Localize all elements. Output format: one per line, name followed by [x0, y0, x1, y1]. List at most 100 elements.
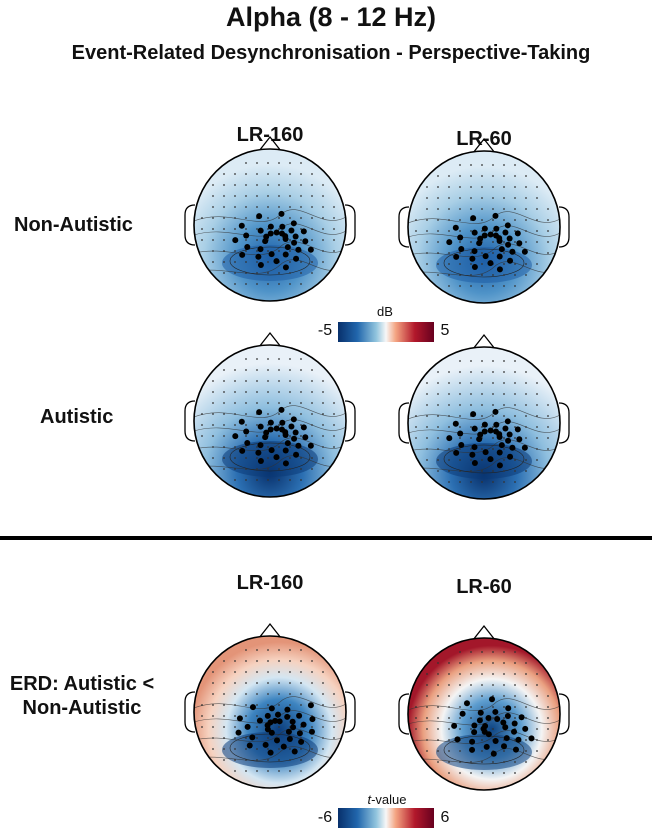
significant-electrode: [246, 742, 253, 749]
significant-electrode: [291, 748, 298, 755]
significant-electrode: [256, 409, 263, 416]
significant-electrode: [290, 724, 297, 731]
row-label-autistic: Autistic: [40, 406, 114, 428]
significant-electrode: [492, 408, 499, 415]
colorbar-top-title: dB: [377, 304, 393, 319]
significant-electrode: [249, 734, 256, 741]
significant-electrode: [504, 418, 511, 425]
right-ear: [344, 204, 356, 246]
significant-electrode: [268, 251, 275, 258]
significant-electrode: [487, 231, 494, 238]
stats-row-label-line1: ERD: Autistic <: [9, 673, 155, 695]
significant-electrode: [481, 421, 488, 428]
significant-electrode: [487, 456, 494, 463]
significant-electrode: [279, 419, 286, 426]
significant-electrode: [514, 426, 521, 433]
significant-electrode: [496, 266, 503, 273]
significant-electrode: [280, 743, 287, 750]
significant-electrode: [232, 433, 239, 440]
significant-electrode: [273, 229, 280, 236]
figure-title: Alpha (8 - 12 Hz): [225, 2, 437, 32]
significant-electrode: [516, 436, 523, 443]
significant-electrode: [293, 255, 300, 262]
significant-electrode: [288, 227, 295, 234]
stats-column-header-lr160: LR-160: [236, 572, 304, 594]
significant-electrode: [471, 248, 478, 255]
stats-column-header-lr60: LR-60: [456, 576, 512, 598]
significant-electrode: [296, 730, 303, 737]
significant-electrode: [506, 235, 513, 242]
significant-electrode: [267, 749, 274, 756]
topomap-autistic-lr60: [398, 333, 570, 500]
significant-electrode: [290, 416, 297, 423]
significant-electrode: [446, 239, 453, 246]
significant-electrode: [244, 244, 251, 251]
significant-electrode: [308, 728, 315, 735]
significant-electrode: [507, 257, 514, 264]
significant-electrode: [505, 437, 512, 444]
significant-electrode: [511, 728, 518, 735]
significant-electrode: [496, 462, 503, 469]
significant-electrode: [458, 246, 465, 253]
nose: [472, 137, 496, 154]
stats-row-label: ERD: Autistic < Non-Autistic: [2, 672, 162, 720]
significant-electrode: [451, 722, 458, 729]
significant-electrode: [257, 423, 264, 430]
significant-electrode: [264, 726, 271, 733]
significant-electrode: [454, 736, 461, 743]
significant-electrode: [263, 429, 270, 436]
significant-electrode: [482, 253, 489, 260]
significant-electrode: [262, 238, 269, 245]
significant-electrode: [291, 239, 298, 246]
significant-electrode: [485, 731, 492, 738]
significant-electrode: [273, 425, 280, 432]
topomap-autistic-lr160: [184, 331, 356, 498]
figure-subtitle: Event-Related Desynchronisation - Perspe…: [71, 42, 591, 64]
significant-electrode: [295, 246, 302, 253]
left-ear: [398, 693, 410, 735]
significant-electrode: [521, 248, 528, 255]
significant-electrode: [505, 705, 512, 712]
significant-electrode: [453, 253, 460, 260]
significant-electrode: [267, 230, 274, 237]
significant-electrode: [492, 708, 499, 715]
section-divider: [0, 536, 652, 540]
significant-electrode: [446, 435, 453, 442]
significant-electrode: [502, 724, 509, 731]
head-outline: [407, 150, 561, 304]
significant-electrode: [256, 717, 263, 724]
right-ear: [558, 693, 570, 735]
significant-electrode: [518, 714, 525, 721]
significant-electrode: [236, 715, 243, 722]
colorbar-bottom-min: -6: [317, 809, 333, 826]
right-ear: [558, 206, 570, 248]
significant-electrode: [477, 709, 484, 716]
significant-electrode: [507, 453, 514, 460]
significant-electrode: [481, 232, 488, 239]
significant-electrode: [516, 240, 523, 247]
significant-electrode: [476, 717, 483, 724]
significant-electrode: [257, 442, 264, 449]
significant-electrode: [239, 447, 246, 454]
significant-electrode: [257, 262, 264, 269]
significant-electrode: [471, 425, 478, 432]
significant-electrode: [291, 435, 298, 442]
significant-electrode: [452, 420, 459, 427]
significant-electrode: [482, 449, 489, 456]
topomap-stats-lr160: [184, 622, 356, 789]
significant-electrode: [232, 237, 239, 244]
significant-electrode: [470, 411, 477, 418]
significant-electrode: [290, 220, 297, 227]
left-ear: [398, 402, 410, 444]
significant-electrode: [500, 743, 507, 750]
significant-electrode: [295, 442, 302, 449]
significant-electrode: [278, 210, 285, 217]
significant-electrode: [302, 434, 309, 441]
significant-electrode: [453, 449, 460, 456]
left-ear: [398, 206, 410, 248]
head-outline: [193, 635, 347, 789]
nose: [472, 624, 496, 641]
nose: [258, 331, 282, 348]
significant-electrode: [509, 248, 516, 255]
